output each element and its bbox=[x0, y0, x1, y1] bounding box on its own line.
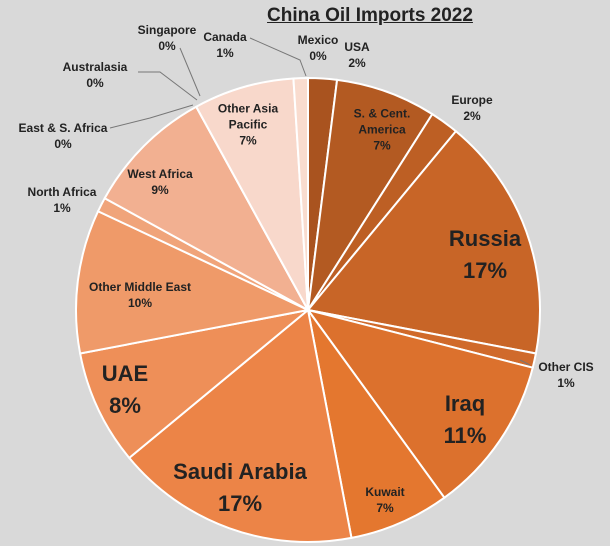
category-label: Other Asia Pacific bbox=[217, 101, 279, 132]
pie-slice bbox=[306, 129, 541, 355]
slice-label: Canada 1% bbox=[195, 29, 255, 61]
value-label: 17% bbox=[217, 491, 263, 516]
value-label: 7% bbox=[376, 501, 394, 515]
slice-label: North Africa 1% bbox=[17, 184, 107, 216]
pie-slice bbox=[103, 105, 311, 313]
slice-label: East & S. Africa 0% bbox=[8, 120, 118, 152]
slice-label: Other Middle East 10% bbox=[70, 279, 210, 311]
pie-slice bbox=[292, 76, 309, 311]
value-label: 0% bbox=[158, 39, 176, 53]
slice-label: Other CIS 1% bbox=[531, 359, 601, 391]
pie-slice bbox=[78, 309, 309, 460]
slice-label: Kuwait 7% bbox=[355, 484, 415, 516]
pie-slice bbox=[75, 209, 312, 355]
slice-label: Europe 2% bbox=[442, 92, 502, 124]
value-label: 7% bbox=[373, 139, 391, 154]
slice-label: Other Asia Pacific 7% bbox=[208, 101, 288, 150]
slice-label: Saudi Arabia 17% bbox=[165, 456, 315, 520]
category-label: Saudi Arabia bbox=[173, 459, 307, 485]
slice-label: USA 2% bbox=[337, 39, 377, 71]
category-label: Canada bbox=[203, 29, 247, 44]
category-label: Russia bbox=[448, 226, 522, 252]
value-label: 17% bbox=[462, 258, 508, 283]
category-label: West Africa bbox=[127, 166, 193, 181]
value-label: 0% bbox=[54, 137, 72, 151]
value-label: 1% bbox=[216, 46, 234, 60]
pie-slice bbox=[194, 77, 309, 311]
value-label: 1% bbox=[53, 201, 71, 215]
pie-slice bbox=[307, 309, 446, 540]
slice-label: Mexico 0% bbox=[288, 32, 348, 64]
slice-label: S. & Cent. America 7% bbox=[340, 106, 425, 155]
category-label: Kuwait bbox=[365, 484, 405, 499]
value-label: 10% bbox=[127, 296, 153, 310]
category-label: USA bbox=[344, 39, 370, 54]
slice-label: UAE 8% bbox=[95, 358, 155, 422]
category-label: Australasia bbox=[62, 59, 128, 74]
category-label: S. & Cent. America bbox=[353, 106, 411, 137]
leader-line bbox=[109, 104, 194, 129]
category-label: Iraq bbox=[444, 391, 486, 417]
slice-label: Iraq 11% bbox=[430, 388, 500, 452]
category-label: Other CIS bbox=[538, 359, 594, 374]
chart-title: China Oil Imports 2022 bbox=[267, 5, 473, 26]
value-label: 2% bbox=[463, 109, 481, 123]
value-label: 7% bbox=[239, 134, 257, 149]
slice-label: Singapore 0% bbox=[127, 22, 207, 54]
slice-label: Australasia 0% bbox=[50, 59, 140, 91]
slice-label: West Africa 9% bbox=[115, 166, 205, 198]
pie-slice bbox=[307, 78, 434, 311]
category-label: East & S. Africa bbox=[18, 120, 108, 135]
leader-line bbox=[519, 359, 531, 366]
value-label: 1% bbox=[557, 376, 575, 390]
value-label: 0% bbox=[309, 49, 327, 63]
category-label: Mexico bbox=[297, 32, 339, 47]
leader-line bbox=[249, 37, 307, 77]
pie-slice bbox=[305, 308, 534, 500]
value-label: 11% bbox=[443, 423, 487, 448]
slice-label: Russia 17% bbox=[440, 223, 530, 287]
leader-line bbox=[138, 71, 198, 101]
category-label: Europe bbox=[451, 92, 493, 107]
category-label: Other Middle East bbox=[88, 279, 192, 294]
leader-line bbox=[179, 47, 201, 97]
value-label: 0% bbox=[86, 76, 104, 90]
category-label: Singapore bbox=[137, 22, 197, 37]
value-label: 2% bbox=[348, 56, 366, 70]
category-label: North Africa bbox=[27, 184, 97, 199]
value-label: 9% bbox=[151, 183, 169, 197]
category-label: UAE bbox=[101, 361, 149, 387]
value-label: 8% bbox=[109, 393, 141, 418]
pie-slice bbox=[127, 308, 353, 543]
leader-lines bbox=[109, 37, 531, 366]
